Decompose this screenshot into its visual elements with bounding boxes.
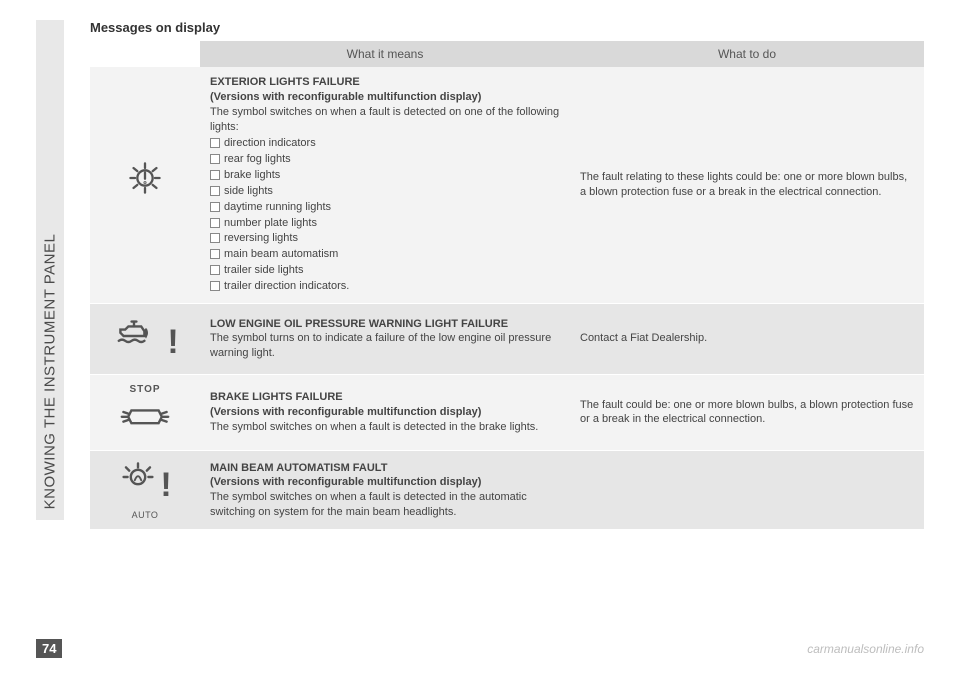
table-row: ! LOW ENGINE OIL PRESSURE WARNING LIGHT … (90, 303, 924, 374)
list-item: reversing lights (210, 231, 560, 246)
do-cell: The fault could be: one or more blown bu… (570, 374, 924, 450)
table-row: STOP BRAKE LIGHTS FAILURE (Versions with… (90, 374, 924, 450)
means-cell: EXTERIOR LIGHTS FAILURE (Versions with r… (200, 67, 570, 303)
list-item: side lights (210, 184, 560, 199)
row-title: LOW ENGINE OIL PRESSURE WARNING LIGHT FA… (210, 317, 560, 332)
side-tab-label: KNOWING THE INSTRUMENT PANEL (42, 234, 59, 510)
list-item: brake lights (210, 168, 560, 183)
page: KNOWING THE INSTRUMENT PANEL Messages on… (0, 0, 960, 678)
list-item: trailer direction indicators. (210, 279, 560, 294)
warnings-table: What it means What to do EXTERI (90, 41, 924, 529)
do-cell: The fault relating to these lights could… (570, 67, 924, 303)
row-sub: (Versions with reconfigurable multifunct… (210, 405, 560, 420)
header-do: What to do (570, 41, 924, 67)
row-body: The symbol switches on when a fault is d… (210, 420, 560, 435)
row-sub: (Versions with reconfigurable multifunct… (210, 475, 560, 490)
row-body: The symbol turns on to indicate a failur… (210, 331, 560, 361)
row-sub: (Versions with reconfigurable multifunct… (210, 90, 560, 105)
side-tab: KNOWING THE INSTRUMENT PANEL (36, 20, 64, 520)
means-cell: BRAKE LIGHTS FAILURE (Versions with reco… (200, 374, 570, 450)
exterior-lights-failure-icon (90, 67, 200, 303)
row-intro: The symbol switches on when a fault is d… (210, 105, 560, 135)
table-row: ! AUTO MAIN BEAM AUTOMATISM FAULT (Versi… (90, 451, 924, 530)
list-item: rear fog lights (210, 152, 560, 167)
watermark: carmanualsonline.info (807, 642, 924, 656)
list-item: number plate lights (210, 216, 560, 231)
header-blank (90, 41, 200, 67)
do-cell: Contact a Fiat Dealership. (570, 303, 924, 374)
row-body: The symbol switches on when a fault is d… (210, 490, 560, 520)
row-title: EXTERIOR LIGHTS FAILURE (210, 75, 560, 90)
row-title: BRAKE LIGHTS FAILURE (210, 390, 560, 405)
oil-pressure-failure-icon: ! (90, 303, 200, 374)
list-item: main beam automatism (210, 247, 560, 262)
list-item: trailer side lights (210, 263, 560, 278)
brake-lights-failure-icon: STOP (90, 374, 200, 450)
header-means: What it means (200, 41, 570, 67)
means-cell: LOW ENGINE OIL PRESSURE WARNING LIGHT FA… (200, 303, 570, 374)
auto-label: AUTO (100, 509, 190, 521)
page-number: 74 (36, 639, 62, 658)
table-row: EXTERIOR LIGHTS FAILURE (Versions with r… (90, 67, 924, 303)
main-beam-auto-fault-icon: ! AUTO (90, 451, 200, 530)
list-item: daytime running lights (210, 200, 560, 215)
section-title: Messages on display (90, 20, 924, 35)
bullet-list: direction indicators rear fog lights bra… (210, 136, 560, 293)
do-cell (570, 451, 924, 530)
row-title: MAIN BEAM AUTOMATISM FAULT (210, 461, 560, 476)
list-item: direction indicators (210, 136, 560, 151)
means-cell: MAIN BEAM AUTOMATISM FAULT (Versions wit… (200, 451, 570, 530)
